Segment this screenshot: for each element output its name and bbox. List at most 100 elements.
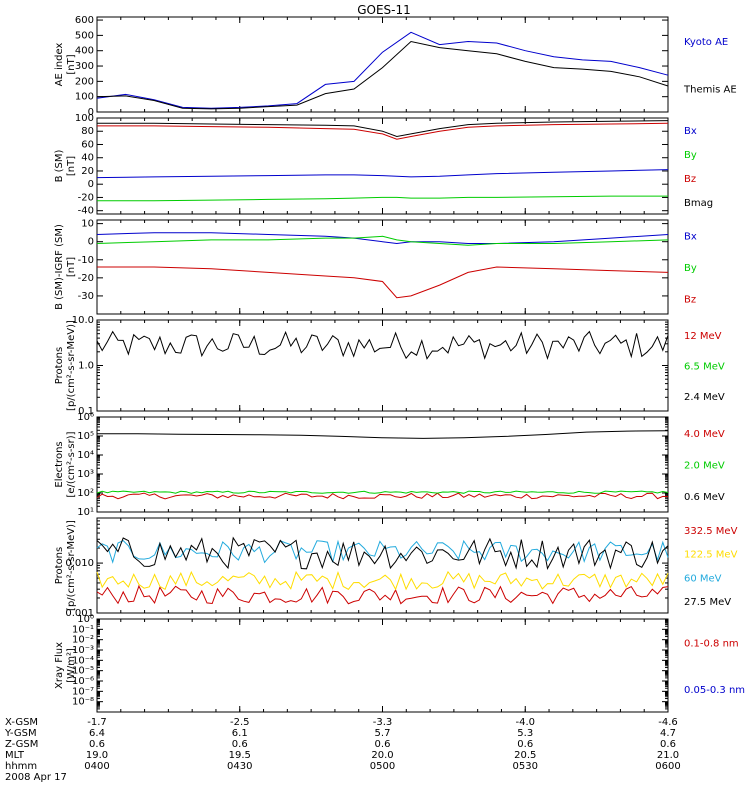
y-axis-label: B (SM)-IGRF (SM) [54,224,65,310]
y-axis-label: Electrons [54,441,65,487]
y-tick-label: 10⁻⁷ [72,686,94,697]
x-row-value: 0600 [655,761,680,772]
y-tick-label: -10 [78,255,94,266]
legend-label: 4.0 MeV [684,429,725,440]
y-axis-label: AE index [54,43,65,87]
legend-label: 6.5 MeV [684,362,725,373]
y-tick-label: 0.001 [65,608,94,619]
series-line [96,31,669,109]
legend-label: Kyoto AE [684,37,728,48]
legend-label: Themis AE [683,84,737,95]
x-row-value: 4.7 [660,728,676,739]
y-axis-unit: [nT] [66,54,77,74]
legend-label: 60 MeV [684,573,722,584]
x-row-value: 0430 [227,761,252,772]
y-tick-label: 10.0 [72,315,94,326]
legend-label: 2.0 MeV [684,461,725,472]
series-line [96,330,669,361]
y-tick-label: 0 [88,237,94,248]
x-row-label: Z-GSM [5,739,38,750]
y-tick-label: 10⁵ [77,431,94,442]
x-row-value: 0400 [84,761,109,772]
series-line [97,122,669,140]
legend-label: 0.6 MeV [684,492,725,503]
panel-frame [96,517,669,614]
x-row-value: 20.5 [514,750,536,761]
y-tick-label: 10⁻⁸ [72,697,94,708]
plot-title: GOES-11 [357,3,411,17]
x-row-value: 6.4 [89,728,105,739]
y-axis-unit: [W/m²] [66,648,77,683]
y-tick-label: 10⁴ [77,450,94,461]
panel-frame [96,117,669,215]
x-row-value: 19.5 [229,750,251,761]
x-row-value: -3.3 [373,717,393,728]
y-axis-label: Protons [54,347,65,384]
series-line [96,490,669,494]
x-row-value: 19.0 [86,750,108,761]
x-row-value: 0.6 [89,739,105,750]
series-line [97,195,668,202]
x-row-value: 0.6 [232,739,248,750]
y-tick-label: -30 [78,291,94,302]
y-tick-label: 20 [81,166,94,177]
legend-label: Bx [684,232,697,243]
x-row-label: MLT [5,750,25,761]
y-tick-label: -40 [78,206,94,217]
series-line [97,266,669,299]
y-axis-label: B (SM) [54,149,65,182]
y-axis-unit: [nT] [66,257,77,277]
y-tick-label: 10 [81,219,94,230]
y-tick-label: 10⁻⁵ [72,666,94,677]
legend-label: Bmag [684,198,713,209]
y-axis-unit: [e/(cm²-s-sr)] [66,431,77,497]
y-axis-label: Protons [54,547,65,584]
legend-label: Bz [684,294,696,305]
y-tick-label: 1.0 [78,361,94,372]
y-tick-label: 200 [75,76,94,87]
series-line [96,492,669,500]
series-line [96,570,669,591]
legend-label: 27.5 MeV [684,597,731,608]
series-line [96,232,669,245]
y-tick-label: 0.1 [78,406,94,417]
y-tick-label: 40 [81,153,94,164]
y-tick-label: -20 [78,273,94,284]
legend-label: By [684,150,697,161]
y-tick-label: 500 [75,30,94,41]
legend-label: Bz [684,174,696,185]
legend-label: 332.5 MeV [684,526,738,537]
y-tick-label: 10¹ [77,507,94,518]
legend-label: Bx [684,126,697,137]
x-row-value: 5.3 [517,728,533,739]
legend-label: By [684,263,697,274]
series-line [96,235,669,246]
x-row-value: 0.6 [375,739,391,750]
y-tick-label: 0 [88,107,94,118]
series-line [96,584,669,605]
legend-label: 0.1-0.8 nm [684,638,739,649]
y-tick-label: 300 [75,61,94,72]
series-line [97,120,669,138]
series-line [96,536,669,570]
y-tick-label: 0 [88,179,94,190]
x-row-value: 21.0 [657,750,679,761]
y-tick-label: 60 [81,139,94,150]
x-row-value: -4.0 [515,717,535,728]
y-axis-unit: [nT] [66,156,77,176]
y-tick-label: 10³ [77,469,94,480]
y-tick-label: 100 [75,92,94,103]
y-tick-label: 10⁶ [77,412,94,423]
x-row-label: hhmm [5,761,37,772]
y-tick-label: 10⁻¹ [72,624,94,635]
x-row-value: 6.1 [232,728,248,739]
x-row-value: -2.5 [230,717,250,728]
y-tick-label: 10⁻² [72,635,94,646]
y-tick-label: -20 [78,192,94,203]
panel-frame [96,416,669,513]
date-label: 2008 Apr 17 [5,772,67,783]
y-tick-label: 400 [75,46,94,57]
series-line [97,430,669,439]
series-line [96,169,669,179]
